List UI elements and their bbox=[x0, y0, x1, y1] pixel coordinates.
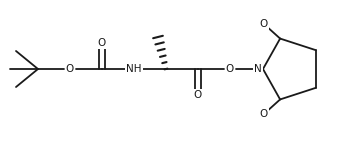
Text: O: O bbox=[194, 90, 202, 100]
Text: O: O bbox=[260, 19, 268, 29]
Text: O: O bbox=[260, 109, 268, 119]
Text: NH: NH bbox=[126, 64, 142, 74]
Text: N: N bbox=[254, 64, 262, 74]
Text: O: O bbox=[226, 64, 234, 74]
Text: O: O bbox=[66, 64, 74, 74]
Text: O: O bbox=[98, 38, 106, 48]
